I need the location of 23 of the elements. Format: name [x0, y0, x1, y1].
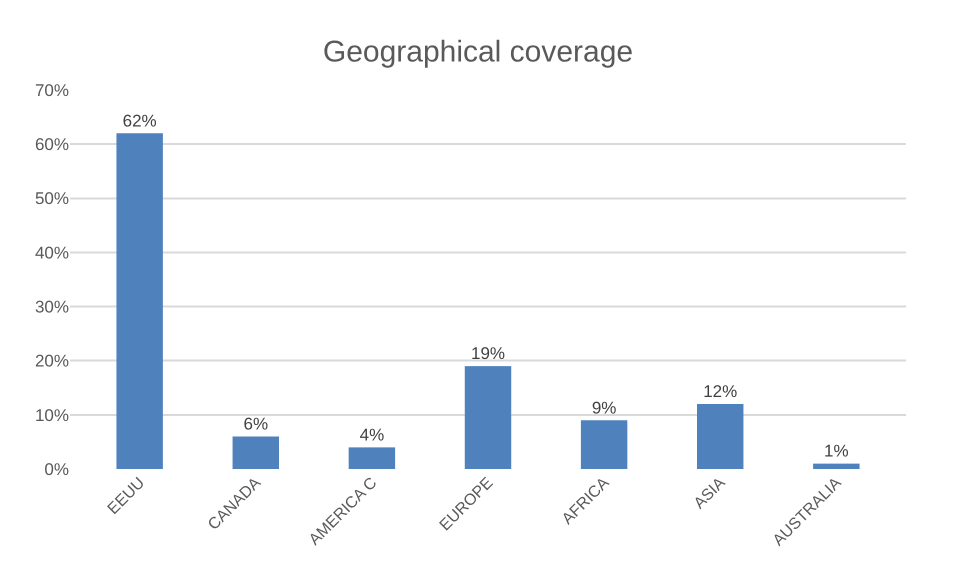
data-label: 19%: [470, 344, 506, 364]
data-label: 9%: [592, 398, 616, 418]
data-label: 12%: [703, 382, 738, 402]
y-tick-label: 30%: [34, 298, 69, 317]
y-tick-label: 10%: [34, 406, 69, 425]
bar: [116, 133, 163, 469]
data-label: 6%: [243, 414, 268, 434]
y-tick-label: 60%: [34, 135, 69, 154]
chart-title: Geographical coverage: [322, 36, 634, 69]
y-tick-label: 20%: [34, 352, 69, 371]
data-label: 62%: [122, 111, 157, 130]
bar: [813, 464, 860, 469]
bar: [580, 420, 628, 469]
y-tick-label: 40%: [34, 243, 69, 262]
y-tick-label: 0%: [44, 460, 69, 479]
y-tick-label: 50%: [34, 189, 69, 208]
bar: [232, 436, 279, 469]
y-tick-label: 70%: [34, 80, 69, 100]
bar: [348, 447, 396, 469]
bar: [464, 366, 512, 469]
bar: [697, 404, 744, 469]
data-label: 1%: [824, 442, 849, 461]
data-label: 4%: [360, 425, 384, 444]
